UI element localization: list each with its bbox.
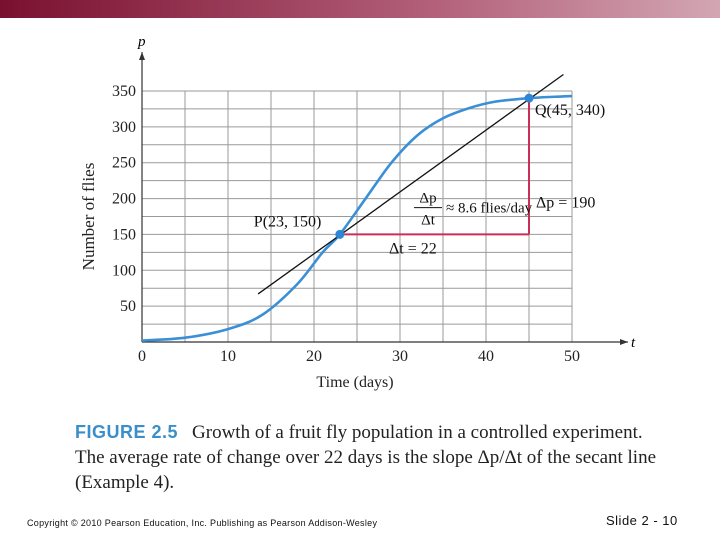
slide-number: Slide 2 - 10 [606,513,678,528]
tick-labels: 0 10 20 30 40 50 50 100 150 200 250 300 350 Time (day… [79,83,580,391]
x-tick-label: 40 [478,348,494,365]
y-axis-name: p [137,34,146,50]
point-p-label: P(23, 150) [254,213,322,230]
slope-value: ≈ 8.6 flies/day [446,201,533,217]
x-axis-title: Time (days) [316,374,393,391]
y-tick-label: 350 [112,83,136,100]
y-tick-label: 100 [112,262,136,279]
x-tick-label: 0 [138,348,146,365]
copyright-text: Copyright © 2010 Pearson Education, Inc.… [27,518,378,528]
x-tick-label: 30 [392,348,408,365]
annotations: P(23, 150) Q(45, 340) Δt = 22 Δp = 190 Δp Δt ≈… [254,73,605,295]
y-tick-label: 150 [112,226,136,243]
rise-label: Δp = 190 [536,195,595,212]
figure-label: FIGURE 2.5 [75,422,179,442]
point-q-label: Q(45, 340) [535,102,605,119]
population-curve-group [141,94,573,342]
y-axis-title: Number of flies [79,163,98,271]
point-q [524,93,534,103]
y-tick-label: 250 [112,155,136,172]
figure-caption: FIGURE 2.5 Growth of a fruit fly populati… [75,420,675,495]
secant-line [257,73,564,295]
run-label: Δt = 22 [389,240,437,257]
y-tick-label: 50 [120,298,136,315]
slope-numerator: Δp [419,191,436,207]
axes: tp [137,34,636,351]
caption-text: Growth of a fruit fly population in a co… [75,422,657,493]
point-p [335,229,345,239]
x-tick-label: 20 [306,348,322,365]
x-tick-label: 10 [220,348,236,365]
x-tick-label: 50 [564,348,580,365]
y-axis-arrowhead [139,52,145,60]
title-bar-decoration [0,0,720,18]
population-curve [141,94,573,342]
grid-lines [142,90,573,342]
y-tick-label: 300 [112,119,136,136]
slope-denominator: Δt [421,213,436,229]
x-axis-arrowhead [620,339,628,345]
y-tick-label: 200 [112,191,136,208]
x-axis-name: t [631,335,636,351]
